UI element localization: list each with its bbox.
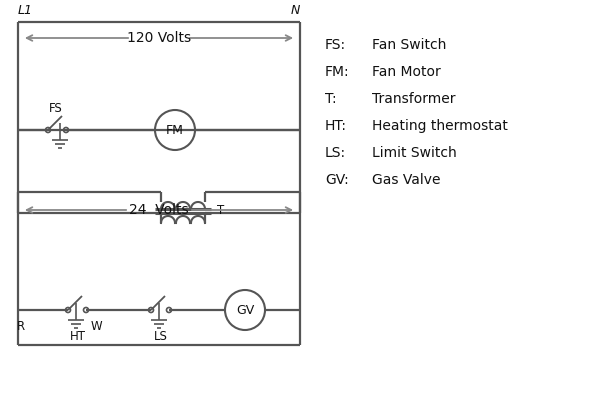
Text: Transformer: Transformer xyxy=(372,92,455,106)
Text: Gas Valve: Gas Valve xyxy=(372,173,441,187)
Text: Heating thermostat: Heating thermostat xyxy=(372,119,508,133)
Text: FM:: FM: xyxy=(325,65,350,79)
Text: L1: L1 xyxy=(18,4,33,17)
Text: Fan Switch: Fan Switch xyxy=(372,38,447,52)
Text: 120 Volts: 120 Volts xyxy=(127,31,191,45)
Text: GV: GV xyxy=(236,304,254,316)
Text: FS: FS xyxy=(49,102,63,114)
Text: Limit Switch: Limit Switch xyxy=(372,146,457,160)
Text: LS: LS xyxy=(154,330,168,342)
Text: W: W xyxy=(90,320,102,332)
Text: LS:: LS: xyxy=(325,146,346,160)
Text: GV:: GV: xyxy=(325,173,349,187)
Text: HT:: HT: xyxy=(325,119,347,133)
Text: R: R xyxy=(17,320,25,332)
Text: FS:: FS: xyxy=(325,38,346,52)
Text: T:: T: xyxy=(325,92,337,106)
Text: N: N xyxy=(291,4,300,17)
Text: T: T xyxy=(217,204,224,218)
Text: Fan Motor: Fan Motor xyxy=(372,65,441,79)
Text: FM: FM xyxy=(166,124,184,136)
Text: 24  Volts: 24 Volts xyxy=(129,203,189,217)
Text: HT: HT xyxy=(70,330,86,342)
